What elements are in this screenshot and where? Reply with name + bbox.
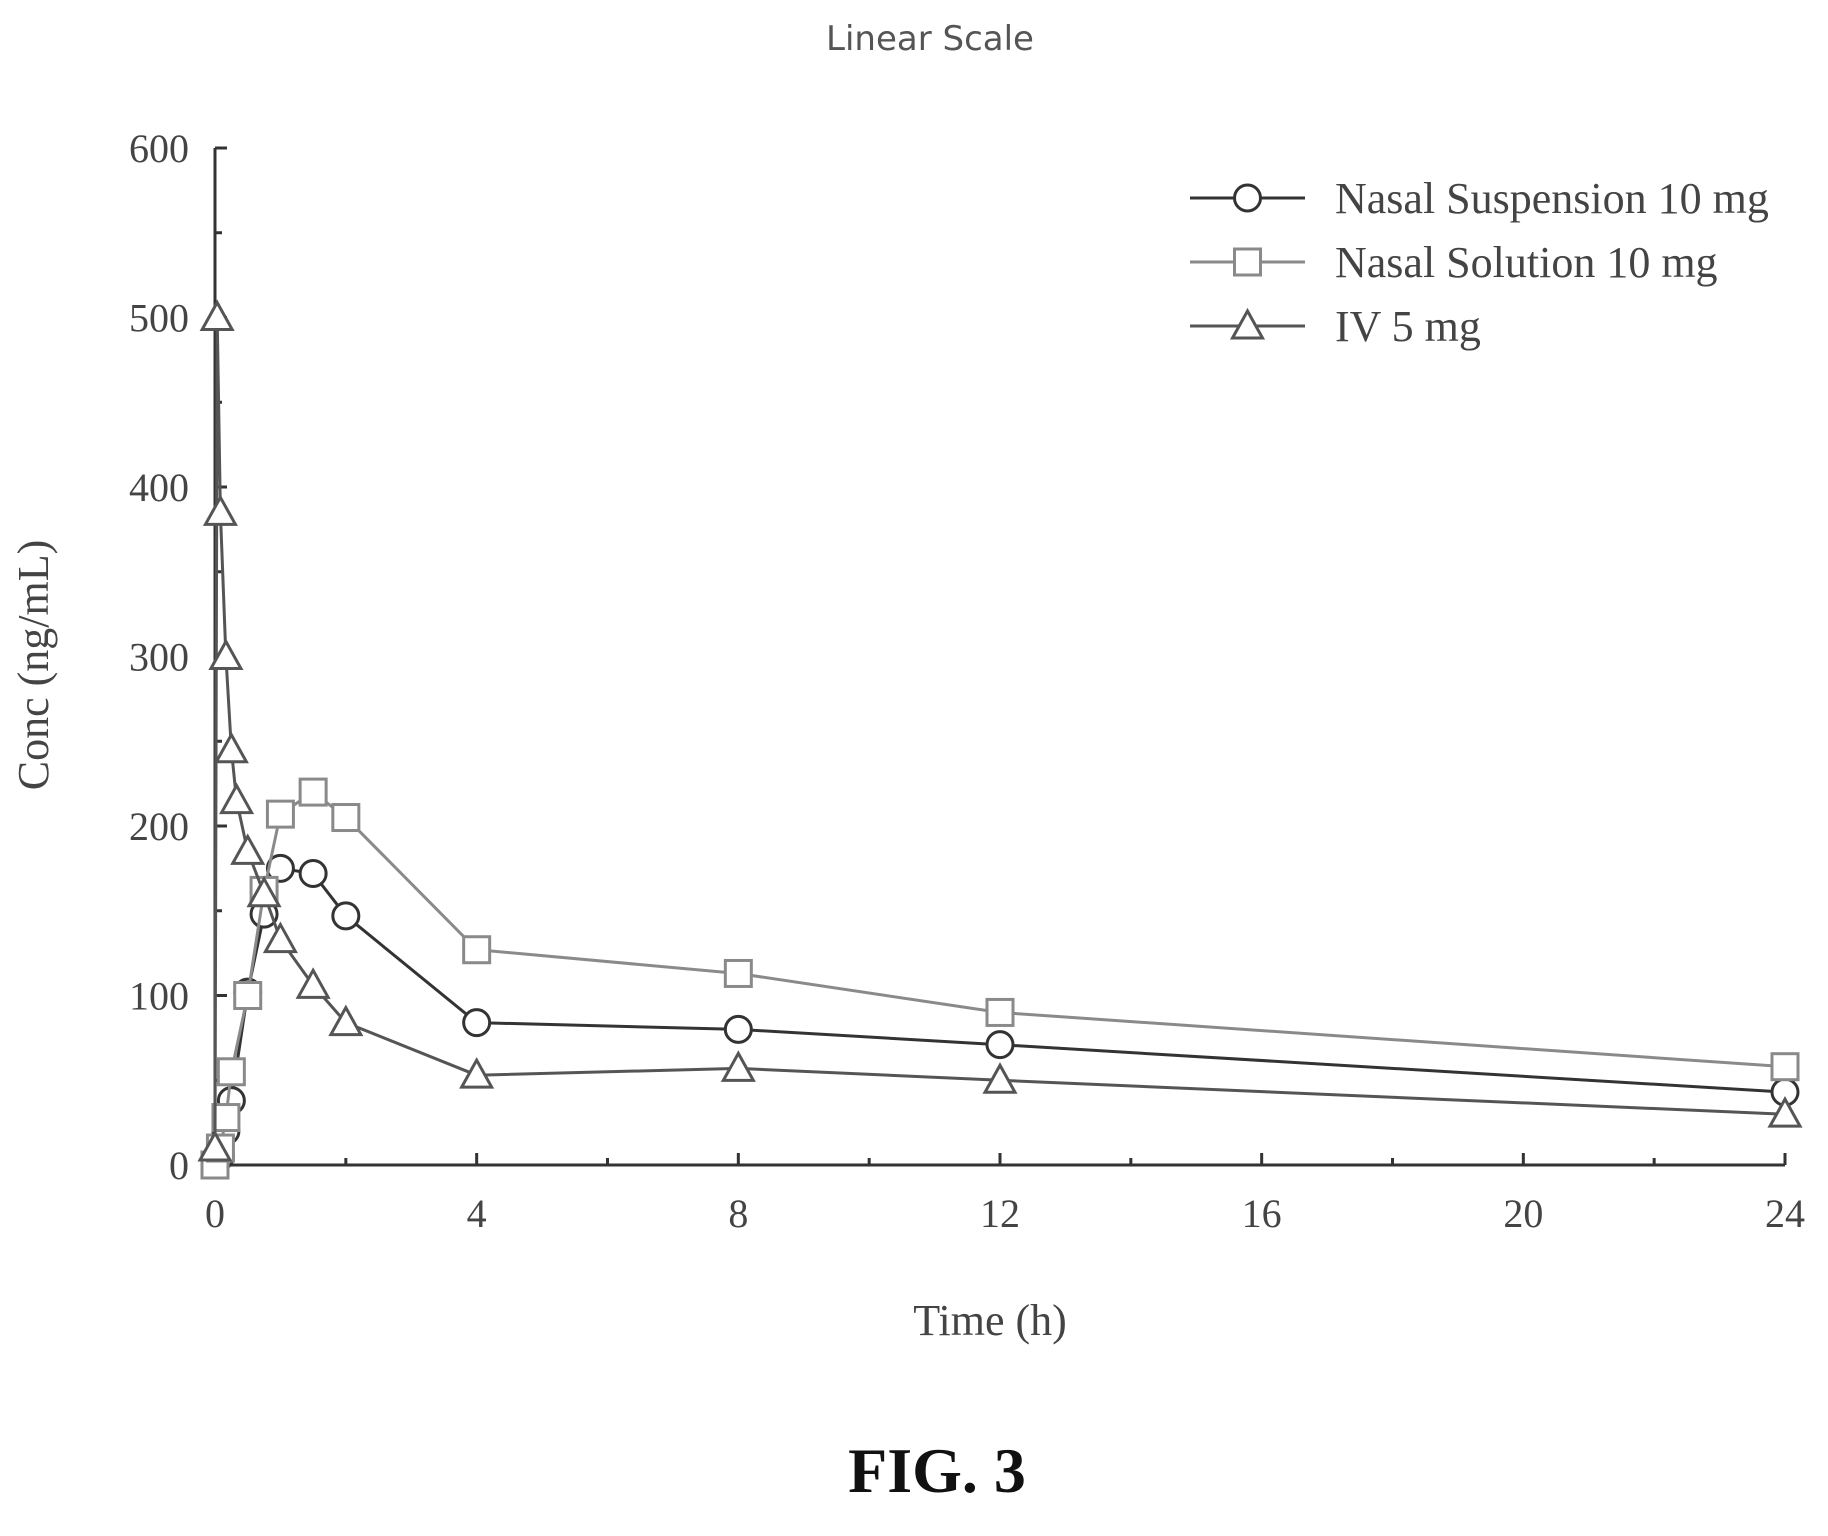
legend: Nasal Suspension 10 mg Nasal Solution 10 … [1190, 174, 1769, 351]
x-tick-label: 20 [1503, 1191, 1543, 1236]
data-point-triangle [202, 494, 238, 526]
data-point-square [233, 981, 263, 1010]
legend-marker-circle [1233, 183, 1262, 213]
y-tick-label: 0 [169, 1143, 189, 1188]
legend-label: Nasal Suspension 10 mg [1335, 174, 1769, 223]
data-point-square [298, 777, 328, 807]
x-tick-label: 12 [980, 1191, 1020, 1236]
legend-label: Nasal Solution 10 mg [1335, 238, 1718, 287]
data-point-triangle [1767, 1096, 1803, 1128]
data-point-square [331, 803, 361, 833]
data-point-triangle [246, 875, 282, 908]
data-point-square [723, 958, 753, 988]
data-point-circle [985, 1030, 1015, 1060]
x-tick-label: 0 [205, 1191, 225, 1236]
y-axis-label: Conc (ng/mL) [9, 540, 58, 791]
data-point-triangle [219, 782, 255, 815]
data-point-square [462, 935, 492, 965]
legend-label: IV 5 mg [1335, 302, 1481, 351]
figure-label: FIG. 3 [848, 1435, 1026, 1506]
data-point-triangle [230, 833, 266, 865]
legend-marker-square [1233, 247, 1262, 277]
data-point-circle [298, 858, 328, 888]
chart-title: Linear Scale [826, 19, 1034, 59]
x-tick-label: 16 [1242, 1191, 1282, 1236]
data-point-triangle [295, 967, 331, 999]
y-tick-label: 200 [129, 804, 189, 849]
data-point-triangle [213, 731, 249, 764]
data-point-circle [462, 1008, 492, 1038]
y-tick-label: 100 [129, 974, 189, 1019]
data-point-triangle [720, 1050, 756, 1082]
data-point-triangle [262, 921, 298, 954]
data-point-triangle [328, 1004, 364, 1037]
data-point-square [985, 997, 1015, 1027]
legend-item: IV 5 mg [1190, 302, 1481, 351]
y-tick-label: 600 [129, 126, 189, 171]
data-point-square [1770, 1052, 1800, 1082]
data-point-square [211, 1103, 241, 1133]
x-tick-label: 8 [728, 1191, 748, 1236]
legend-marker-triangle [1229, 307, 1266, 340]
data-point-circle [723, 1014, 753, 1044]
series-triangle [197, 299, 1803, 1162]
series-line [213, 790, 1786, 1166]
data-point-square [216, 1057, 246, 1087]
y-tick-label: 400 [129, 465, 189, 510]
x-tick-label: 4 [467, 1191, 487, 1236]
data-point-triangle [199, 299, 235, 331]
series-layer [197, 299, 1803, 1180]
legend-item: Nasal Suspension 10 mg [1190, 174, 1769, 223]
data-point-triangle [208, 638, 244, 670]
series-square [200, 777, 1800, 1180]
y-ticks: 0 100 200 300 400 500 600 [129, 126, 227, 1188]
data-point-circle [331, 901, 361, 931]
data-point-triangle [982, 1062, 1018, 1094]
data-point-triangle [197, 1129, 233, 1162]
y-tick-label: 500 [129, 296, 189, 341]
x-ticks: 0 4 8 12 16 20 24 [205, 1153, 1805, 1236]
x-axis-label: Time (h) [913, 1296, 1067, 1345]
x-tick-label: 24 [1765, 1191, 1805, 1236]
data-point-triangle [459, 1057, 495, 1089]
legend-item: Nasal Solution 10 mg [1190, 238, 1718, 287]
y-tick-label: 300 [129, 635, 189, 680]
data-point-square [265, 799, 295, 829]
